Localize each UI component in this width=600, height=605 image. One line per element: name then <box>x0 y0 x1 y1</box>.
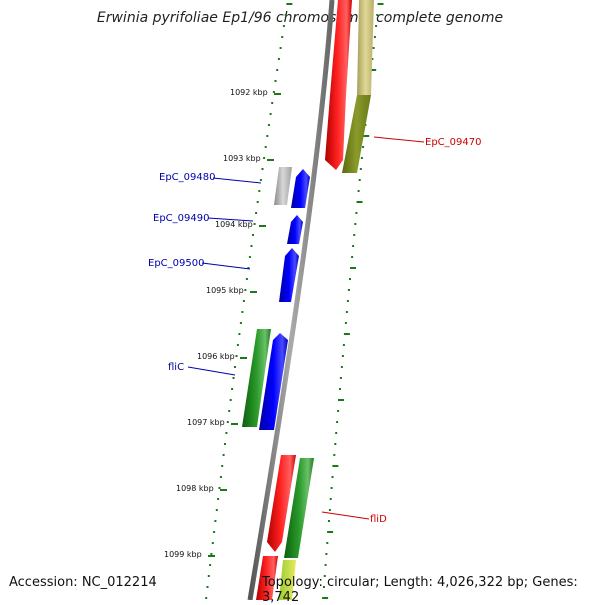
tick-label-1098: 1098 kbp <box>176 484 214 493</box>
map-title: Erwinia pyrifoliae Ep1/96 chromosome, co… <box>96 10 504 26</box>
gene-fliD-green[interactable] <box>284 458 314 558</box>
label-epc-09470[interactable]: EpC_09470 <box>425 137 481 148</box>
gene-fliC-blue[interactable] <box>259 333 288 430</box>
gene-epc-09490-blue[interactable] <box>287 215 303 244</box>
gene-olive-top[interactable] <box>342 95 371 173</box>
label-leaders <box>187 136 425 520</box>
leader-epc-09490 <box>207 217 254 222</box>
gene-khaki-top[interactable] <box>357 0 374 95</box>
leader-epc-09500 <box>201 262 251 270</box>
gene-fliC-green[interactable] <box>242 329 271 427</box>
gene-epc-09480-blue[interactable] <box>291 169 310 208</box>
tick-label-1099: 1099 kbp <box>164 550 202 559</box>
tick-label-1093: 1093 kbp <box>223 154 261 163</box>
tick-label-1092: 1092 kbp <box>230 88 268 97</box>
tick-label-1097: 1097 kbp <box>187 418 225 427</box>
label-epc-09490[interactable]: EpC_09490 <box>153 213 209 224</box>
accession-text: Accession: NC_012214 <box>9 575 157 590</box>
leader-epc-09480 <box>212 177 262 184</box>
gene-red-bottom[interactable] <box>256 556 278 600</box>
tick-label-1096: 1096 kbp <box>197 352 235 361</box>
leader-fliC <box>187 366 236 376</box>
gene-track-forward <box>256 0 374 600</box>
label-epc-09500[interactable]: EpC_09500 <box>148 258 204 269</box>
kbp-tick-marks <box>208 93 281 557</box>
tick-label-1095: 1095 kbp <box>206 286 244 295</box>
tick-label-1094: 1094 kbp <box>215 220 253 229</box>
label-fliC[interactable]: fliC <box>168 362 184 373</box>
gene-red-lower[interactable] <box>267 455 296 552</box>
topology-text: Topology: circular; Length: 4,026,322 bp… <box>262 575 578 605</box>
chromosome-backbone <box>247 0 335 600</box>
gene-epc-09500-blue[interactable] <box>279 248 299 302</box>
gene-track-reverse <box>242 167 310 430</box>
gene-epc-09470-red[interactable] <box>325 0 352 170</box>
inner-tick-ring <box>205 3 293 599</box>
label-fliD[interactable]: fliD <box>370 514 387 525</box>
label-epc-09480[interactable]: EpC_09480 <box>159 172 215 183</box>
gene-labels: EpC_09470 EpC_09480 EpC_09490 EpC_09500 … <box>148 137 481 525</box>
kbp-tick-labels: 1092 kbp 1093 kbp 1094 kbp 1095 kbp 1096… <box>164 88 268 559</box>
leader-epc-09470 <box>373 136 425 143</box>
gene-yellowgreen-bottom[interactable] <box>279 560 296 600</box>
gene-epc-09480-grey[interactable] <box>274 167 292 205</box>
leader-fliD <box>321 511 370 520</box>
